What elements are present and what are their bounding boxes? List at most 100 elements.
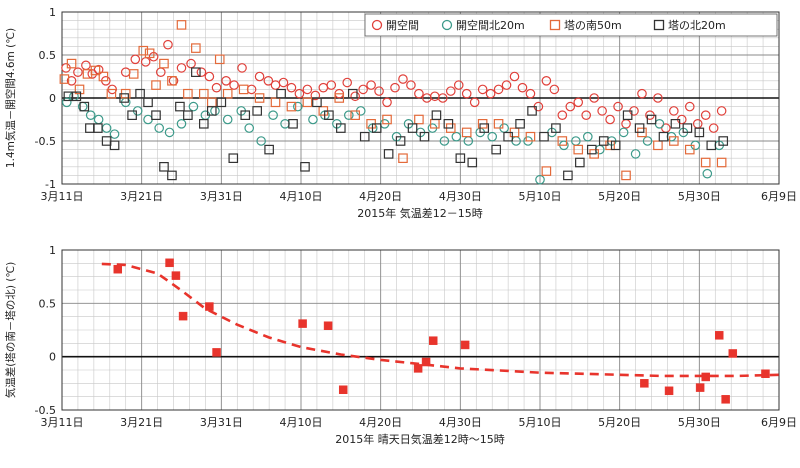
chart-2: -0.5 0 0.5 1 3月11日 3月21日 3月31日 4月10日 4月20日 4月30日 5… xyxy=(4,244,797,446)
data-point xyxy=(93,123,103,133)
data-point xyxy=(312,97,322,108)
data-point xyxy=(589,93,599,103)
data-point xyxy=(59,74,70,84)
data-point xyxy=(127,110,137,120)
data-point xyxy=(324,110,334,120)
data-point xyxy=(176,119,187,129)
data-point xyxy=(716,106,727,116)
data-point xyxy=(151,80,161,90)
x-tick-label: 5月20日 xyxy=(598,416,641,429)
data-point xyxy=(509,71,520,82)
y-tick-label: -0.5 xyxy=(35,404,56,417)
data-point xyxy=(541,76,552,86)
data-point xyxy=(455,153,466,163)
x-tick-label: 5月10日 xyxy=(519,190,562,203)
x-tick-label: 6月9日 xyxy=(761,416,797,429)
data-point xyxy=(256,136,266,146)
data-point xyxy=(582,131,593,142)
data-point xyxy=(431,110,442,120)
data-point xyxy=(237,63,247,73)
data-point xyxy=(428,336,438,345)
legend-label: 開空間 xyxy=(386,18,419,32)
x-tick-label: 4月20日 xyxy=(359,190,402,203)
data-point xyxy=(167,75,177,86)
x-tick-label: 4月10日 xyxy=(280,416,323,429)
data-point xyxy=(438,93,448,103)
data-point xyxy=(477,84,488,95)
data-point xyxy=(254,93,265,103)
data-point xyxy=(163,39,173,50)
data-point xyxy=(549,84,560,95)
data-point xyxy=(419,131,430,142)
data-point xyxy=(106,88,117,99)
legend-label: 開空間北20m xyxy=(456,18,525,32)
data-point xyxy=(214,54,225,65)
data-point xyxy=(268,110,278,120)
data-point xyxy=(128,69,139,79)
plot-frame xyxy=(61,11,780,185)
data-point xyxy=(406,80,416,90)
data-point xyxy=(461,127,472,138)
data-point xyxy=(263,76,274,86)
data-point xyxy=(119,93,129,103)
data-point xyxy=(700,157,711,168)
data-point xyxy=(575,157,585,168)
data-point xyxy=(515,118,525,129)
data-point xyxy=(598,136,609,146)
data-point xyxy=(581,110,592,120)
data-point xyxy=(343,110,354,120)
data-point xyxy=(721,395,730,404)
data-point xyxy=(71,91,82,102)
y-tick-label: 1 xyxy=(49,6,56,19)
data-point xyxy=(323,321,333,330)
data-point xyxy=(501,80,512,90)
data-point xyxy=(451,131,462,142)
data-point xyxy=(164,127,175,138)
data-point xyxy=(286,101,297,112)
data-point xyxy=(336,123,346,133)
data-point xyxy=(637,88,647,99)
legend-marker xyxy=(653,19,665,31)
data-point xyxy=(79,101,90,112)
data-point xyxy=(653,140,663,151)
data-point xyxy=(487,131,497,142)
data-point xyxy=(439,136,450,146)
data-point xyxy=(135,88,145,99)
data-point xyxy=(461,88,472,99)
data-point xyxy=(294,88,305,99)
data-point xyxy=(165,258,174,268)
data-point xyxy=(493,84,504,95)
data-point xyxy=(109,129,120,139)
data-point xyxy=(109,140,120,151)
data-point xyxy=(382,97,392,108)
data-point xyxy=(453,80,464,90)
data-point xyxy=(288,118,298,129)
data-point xyxy=(228,153,239,163)
data-point xyxy=(66,76,77,86)
data-point xyxy=(613,101,623,112)
data-point xyxy=(176,63,187,73)
data-point xyxy=(445,86,456,96)
data-point xyxy=(143,97,153,108)
data-point xyxy=(525,88,536,99)
x-tick-label: 5月30日 xyxy=(678,190,721,203)
data-point xyxy=(395,136,406,146)
y-tick-label: 0 xyxy=(49,351,56,364)
data-point xyxy=(469,97,480,108)
data-point xyxy=(74,84,85,95)
data-point xyxy=(503,131,513,142)
x-tick-label: 4月10日 xyxy=(280,190,323,203)
data-point xyxy=(653,93,663,103)
data-point xyxy=(443,118,454,129)
data-point xyxy=(694,127,705,138)
data-point xyxy=(563,170,573,181)
data-point xyxy=(196,67,207,77)
y-tick-label: 1 xyxy=(49,244,56,257)
data-point xyxy=(85,110,96,120)
data-point xyxy=(334,93,345,103)
data-point xyxy=(178,311,188,321)
data-point xyxy=(350,110,360,120)
data-point xyxy=(684,101,695,112)
data-point xyxy=(669,106,679,116)
data-point xyxy=(254,71,265,82)
